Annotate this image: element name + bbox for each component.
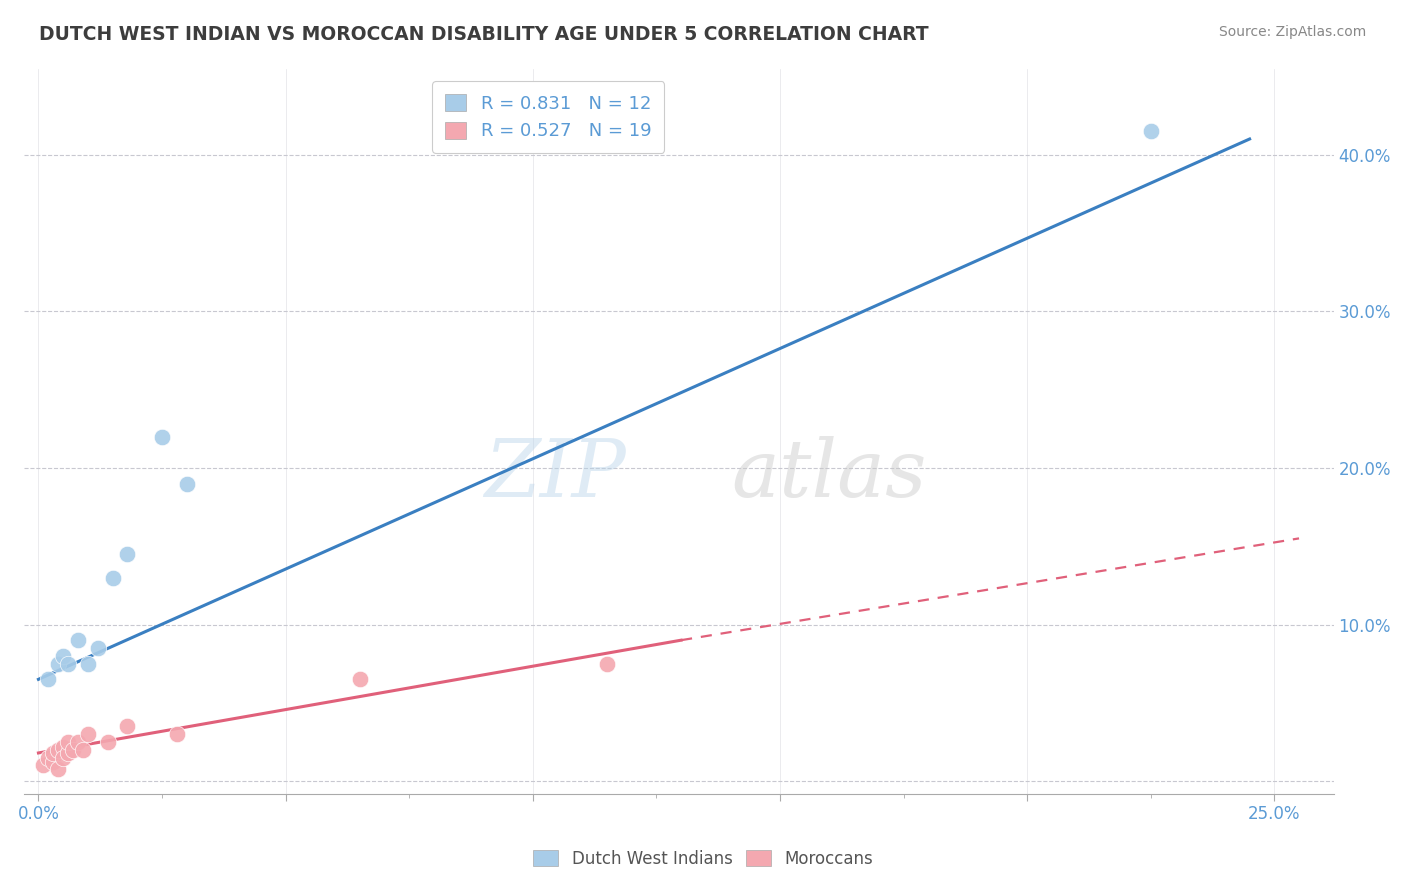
Point: [97, 735, 120, 749]
Text: DUTCH WEST INDIAN VS MOROCCAN DISABILITY AGE UNDER 5 CORRELATION CHART: DUTCH WEST INDIAN VS MOROCCAN DISABILITY…: [39, 25, 929, 44]
Point: [62, 743, 84, 757]
Point: [32, 758, 55, 772]
Point: [42, 756, 65, 770]
Point: [117, 719, 139, 733]
Point: [87, 640, 110, 655]
Text: Source: ZipAtlas.com: Source: ZipAtlas.com: [1219, 25, 1367, 39]
Point: [46, 762, 69, 776]
Point: [76, 727, 98, 741]
Point: [56, 746, 79, 760]
Point: [66, 735, 89, 749]
Point: [596, 657, 619, 671]
Point: [349, 673, 371, 687]
Point: [166, 727, 188, 741]
Text: ZIP: ZIP: [485, 436, 626, 514]
Point: [150, 429, 173, 443]
Point: [37, 750, 59, 764]
Point: [56, 657, 79, 671]
Point: [46, 657, 69, 671]
Point: [52, 750, 75, 764]
Point: [52, 648, 75, 663]
Point: [176, 476, 198, 491]
Point: [76, 657, 98, 671]
Point: [66, 633, 89, 648]
Point: [52, 739, 75, 754]
Point: [56, 735, 79, 749]
Point: [1139, 124, 1161, 138]
Point: [46, 743, 69, 757]
Text: atlas: atlas: [731, 436, 927, 514]
Legend: Dutch West Indians, Moroccans: Dutch West Indians, Moroccans: [526, 844, 880, 875]
Legend: R = 0.831   N = 12, R = 0.527   N = 19: R = 0.831 N = 12, R = 0.527 N = 19: [432, 81, 664, 153]
Point: [101, 570, 124, 584]
Point: [72, 743, 94, 757]
Point: [37, 673, 59, 687]
Point: [117, 547, 139, 561]
Point: [42, 746, 65, 760]
